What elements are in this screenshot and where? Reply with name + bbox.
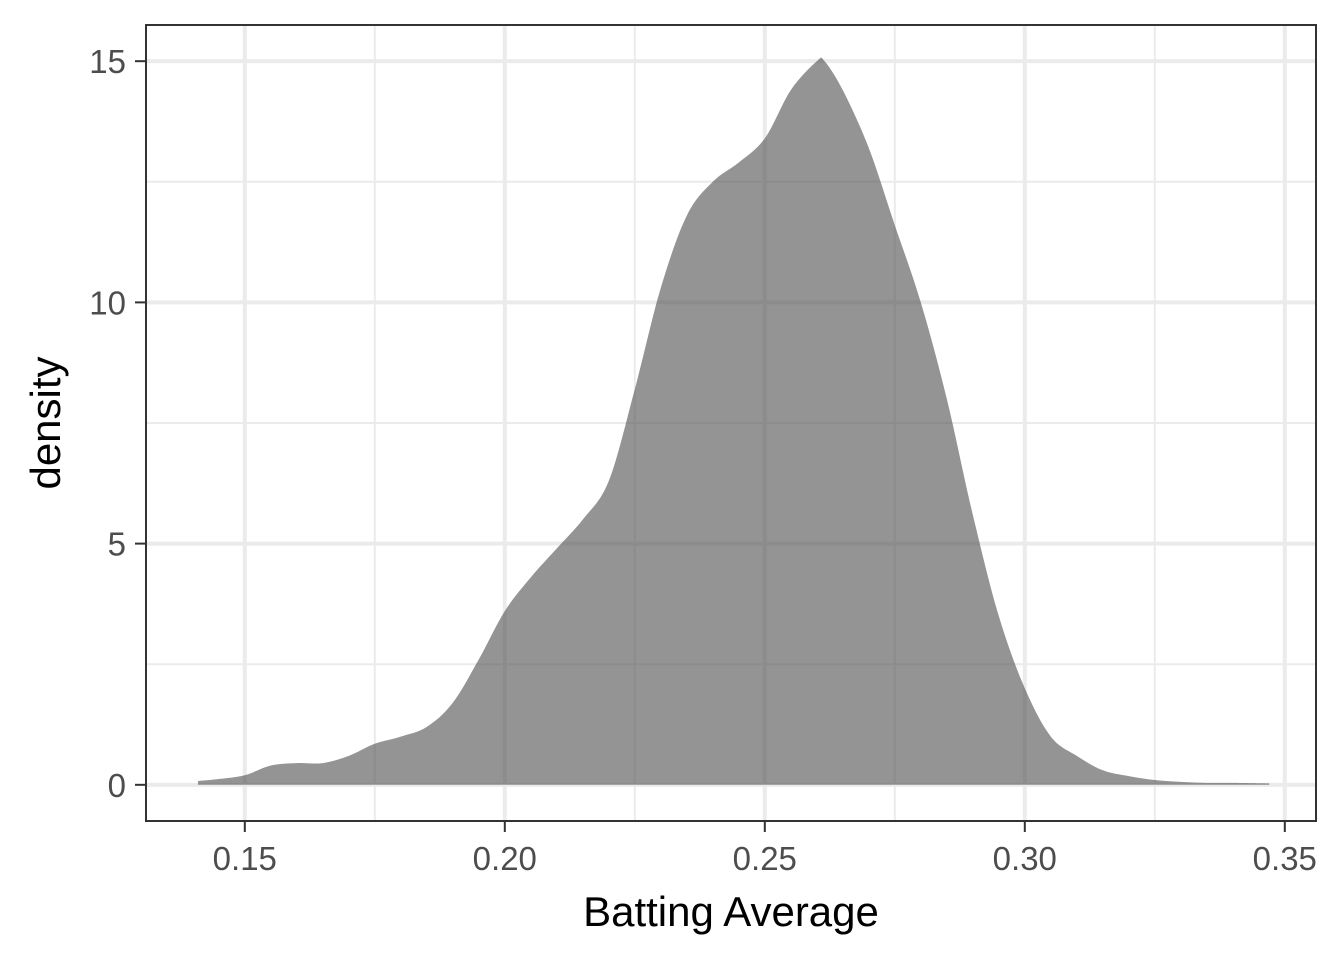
x-axis-title: Batting Average [583, 888, 879, 935]
data-layer [198, 57, 1270, 785]
axes: 0.15 0.20 0.25 0.30 0.35 0 5 10 15 [89, 43, 1317, 877]
x-tick-label: 0.25 [733, 840, 797, 877]
y-axis-title: density [22, 356, 69, 489]
x-tick-label: 0.30 [993, 840, 1057, 877]
y-tick-label: 15 [89, 43, 126, 80]
y-tick-label: 5 [108, 526, 126, 563]
x-tick-label: 0.35 [1253, 840, 1317, 877]
density-area [198, 57, 1270, 785]
x-tick-label: 0.20 [473, 840, 537, 877]
plot-border [145, 24, 1317, 822]
y-tick-label: 0 [108, 767, 126, 804]
x-tick-label: 0.15 [213, 840, 277, 877]
y-tick-label: 10 [89, 284, 126, 321]
